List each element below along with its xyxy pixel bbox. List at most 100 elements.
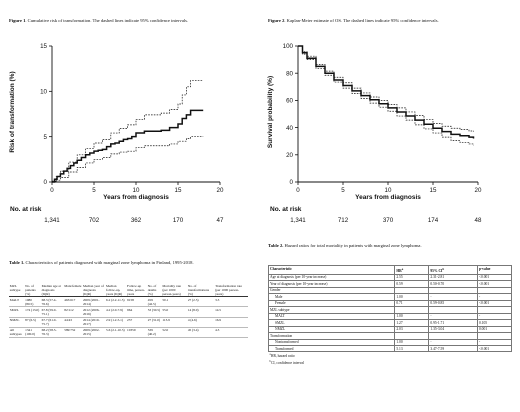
table-cell: 87 (6.5) [25, 318, 36, 323]
at-risk-count: 174 [428, 217, 439, 224]
hazard-ratio-table: Characteristic HRa 95% CIb p-value Age a… [267, 265, 513, 365]
table-cell-hr: 2.55 [394, 273, 430, 282]
y-tick-label: 40 [286, 125, 293, 132]
table-cell: 14 (8.0) [187, 307, 199, 312]
table-cell: 9158 [127, 297, 134, 302]
header-ci-sup: b [442, 266, 445, 271]
table-row: MZL subtype [267, 306, 513, 314]
table-row: Nontransformed 1.00- - [267, 338, 513, 347]
header-cell: Median year of diagnosis (IQR) [82, 283, 104, 296]
table-cell-p: <0.001 [476, 344, 513, 353]
table-cell: 16.9 [215, 318, 221, 323]
table-cell: 2014 (2010-2017) [82, 318, 100, 327]
table-cell-label: NMZL [267, 325, 396, 334]
table2-caption-text: Hazard ratios for total mortality in pat… [283, 243, 422, 248]
at-risk-count: 1,341 [44, 217, 60, 224]
footnote-marker: a [269, 352, 271, 357]
x-tick-label: 15 [430, 187, 437, 194]
figure1-caption: Figure 1. Cumulative risk of transformat… [9, 18, 249, 24]
x-tick-label: 10 [133, 187, 140, 194]
header-cell: No. of deaths (%) [147, 283, 157, 296]
x-tick-label: 0 [296, 187, 300, 194]
table-row: All subtypes 1341 (100.0) 68.2 (58.3-76.3)… [9, 327, 248, 338]
table-footnote: bCI, confidence interval [269, 359, 512, 365]
x-tick-label: 20 [217, 187, 224, 194]
footnote-text: CI, confidence interval [271, 361, 305, 366]
y-tick-label: 100 [283, 43, 294, 50]
table-cell: 52.0 [162, 328, 169, 333]
header-cell: Median follow-up, years (IQR) [106, 283, 123, 296]
table-cell: 4.3 [215, 328, 220, 333]
x-tick-label: 5 [341, 187, 345, 194]
header-cell: No. of transformations (%) [187, 283, 210, 296]
header-cell: Follow-up time, person-years [127, 283, 145, 296]
at-risk-count: 1,341 [290, 217, 306, 224]
x-axis-label: Years from diagnosis [103, 194, 169, 201]
table-cell-p: 0.001 [476, 325, 513, 334]
table-cell-hr: 1.00 [394, 312, 430, 321]
header-cell: Transformation rate (per 1000 person-yea… [215, 283, 242, 296]
estimate-line [298, 45, 475, 139]
table-footnote: aHR, hazard ratio [269, 352, 512, 359]
table-cell: 4.2 (2.0-7.9) [106, 307, 123, 312]
table-cell: 45 (3.4) [187, 328, 199, 333]
at-risk-count: 362 [131, 217, 142, 224]
at-risk-count: 47 [217, 217, 224, 224]
footnote-marker: b [269, 358, 272, 363]
confidence-interval-line [298, 45, 474, 146]
table-row: Male 1.00- - [267, 293, 513, 301]
table-cell-hr [394, 306, 430, 314]
table-cell: 463:617 [64, 297, 76, 302]
table-cell: 539 (40.2) [147, 328, 156, 337]
x-axis-label: Years from diagnosis [355, 194, 421, 201]
header-cell: Median age at diagnosis (IQR) [41, 283, 61, 296]
table-cell: 174 (13.0) [25, 307, 40, 312]
y-axis-label: Risk of transformation (%) [9, 71, 16, 152]
table-cell-p: - [476, 312, 513, 321]
table-row: SMZL 1.27 0.95-1.71 0.105 [267, 319, 513, 327]
y-tick-label: 0 [44, 179, 48, 186]
x-tick-label: 10 [385, 187, 392, 194]
at-risk-count: 712 [338, 217, 349, 224]
table2-caption: Table 2. Hazard ratios for total mortali… [268, 243, 512, 249]
footnote-text: HR, hazard ratio [270, 354, 295, 359]
table-cell: 2012 (2006-2016) [82, 307, 100, 316]
confidence-interval-line [52, 80, 204, 182]
table-header-row: Characteristic HRa 95% CIb p-value [267, 265, 513, 275]
table-cell: 3.3 [215, 297, 220, 302]
header-hr-text: HR [396, 268, 402, 273]
table-row: Gender [267, 286, 513, 295]
y-axis-label: Survival probability (%) [267, 76, 274, 148]
y-tick-label: 60 [286, 98, 293, 105]
at-risk-count: 702 [89, 217, 100, 224]
table-cell: 1341 (100.0) [25, 328, 36, 337]
table-cell-label: Female [267, 299, 396, 308]
table-row: MALT 1.00- - [267, 312, 513, 321]
table-cell-label: Gender [267, 286, 396, 295]
table-cell-label: Male [267, 293, 396, 301]
table-cell: 5.6 (2.1-10.5) [106, 328, 125, 333]
table-row: NMZL 2.03 1.35-3.04 0.001 [267, 325, 513, 334]
table-cell: 67.8 (59.0-75.1) [41, 307, 57, 316]
table-header-row: MZL subtype No. of patients (%) Median a… [9, 283, 248, 297]
table-cell: 68.2 (58.3-76.3) [41, 328, 57, 337]
table-cell: 14.5 [215, 307, 221, 312]
table-row: MALT 1080 (80.5) 68.3 (57.4-76.6) 463:617 20… [9, 297, 248, 307]
table-cell-p: - [476, 338, 513, 347]
table-cell-label: Transformation [267, 331, 396, 340]
table-row: Transformed 5.13 3.47-7.59 <0.001 [267, 344, 513, 353]
table-cell: 1080 (80.5) [25, 297, 34, 306]
header-cell: MZL subtype [9, 283, 21, 292]
table-cell: 237 [127, 318, 133, 323]
header-cell: Male:female [64, 283, 82, 288]
table-cell: 68.3 (57.4-76.6) [41, 297, 57, 306]
x-tick-label: 15 [175, 187, 182, 194]
y-tick-label: 80 [286, 70, 293, 77]
table-cell-p [476, 286, 513, 295]
at-risk-label: No. at risk [10, 206, 42, 213]
table-cell: 82:112 [64, 307, 74, 312]
table-cell: 44:43 [64, 318, 72, 323]
at-risk-count: 170 [173, 217, 184, 224]
table-cell-p: - [476, 293, 513, 301]
header-ci-text: 95% CI [430, 268, 443, 273]
